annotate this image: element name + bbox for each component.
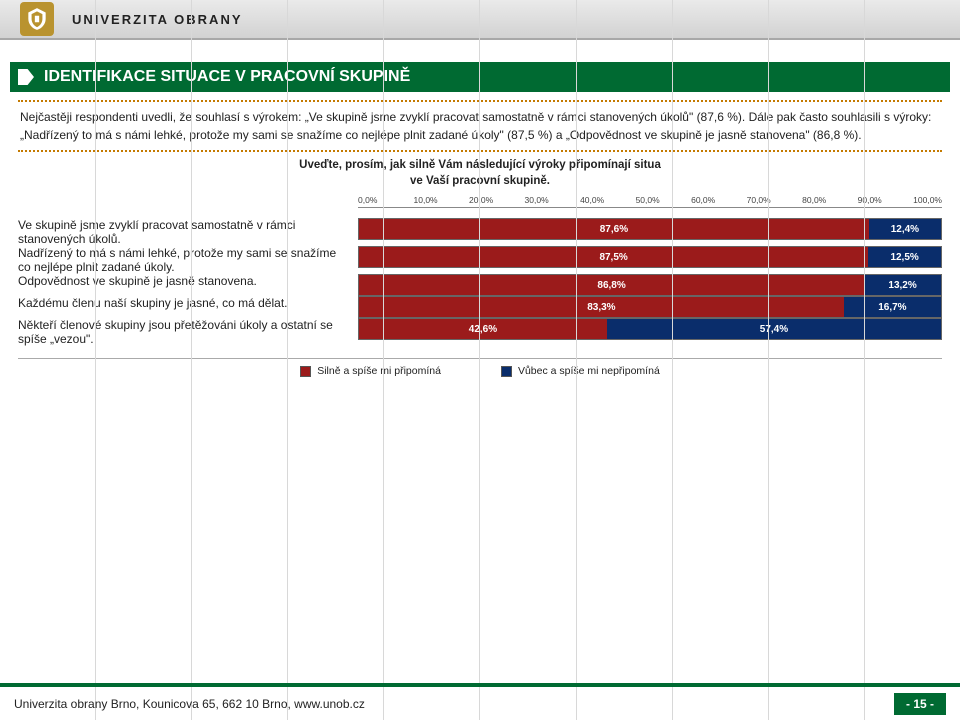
chart-title: Uveďte, prosím, jak silně Vám následujíc… bbox=[18, 158, 942, 189]
topbar: UNIVERZITA OBRANY bbox=[0, 0, 960, 40]
segment-disagree: 12,4% bbox=[869, 219, 941, 239]
x-axis-tick: 20,0% bbox=[469, 195, 525, 205]
x-axis-tick: 70,0% bbox=[747, 195, 803, 205]
segment-disagree: 13,2% bbox=[864, 275, 941, 295]
bar-label: Někteří členové skupiny jsou přetěžováni… bbox=[18, 318, 348, 346]
x-axis-tick: 50,0% bbox=[636, 195, 692, 205]
segment-agree: 83,3% bbox=[359, 297, 844, 317]
x-axis-tick: 40,0% bbox=[580, 195, 636, 205]
segment-disagree: 57,4% bbox=[607, 319, 941, 339]
bar-label: Nadřízený to má s námi lehké, protože my… bbox=[18, 246, 348, 274]
bar: 86,8%13,2% bbox=[358, 274, 942, 296]
x-axis-tick: 80,0% bbox=[802, 195, 858, 205]
x-axis-tick: 10,0% bbox=[414, 195, 470, 205]
brand-text: UNIVERZITA OBRANY bbox=[72, 12, 243, 27]
x-axis: 0,0%10,0%20,0%30,0%40,0%50,0%60,0%70,0%8… bbox=[358, 195, 942, 208]
bar: 42,6%57,4% bbox=[358, 318, 942, 340]
legend-label-b: Vůbec a spíše mi nepřipomíná bbox=[518, 365, 660, 377]
x-axis-tick: 90,0% bbox=[858, 195, 914, 205]
footer: Univerzita obrany Brno, Kounicova 65, 66… bbox=[0, 683, 960, 720]
bar-label: Ve skupině jsme zvyklí pracovat samostat… bbox=[18, 218, 348, 246]
segment-disagree: 12,5% bbox=[868, 247, 941, 267]
section-title: IDENTIFIKACE SITUACE V PRACOVNÍ SKUPINĚ bbox=[10, 62, 950, 92]
page-number: - 15 - bbox=[894, 693, 946, 715]
legend-item-b: Vůbec a spíše mi nepřipomíná bbox=[501, 365, 660, 377]
segment-agree: 42,6% bbox=[359, 319, 607, 339]
segment-disagree: 16,7% bbox=[844, 297, 941, 317]
x-axis-tick: 30,0% bbox=[525, 195, 581, 205]
x-axis-tick: 0,0% bbox=[358, 195, 414, 205]
segment-agree: 86,8% bbox=[359, 275, 864, 295]
intro-paragraph: Nejčastěji respondenti uvedli, že souhla… bbox=[18, 100, 942, 152]
legend-swatch-a bbox=[300, 366, 311, 377]
bar-label: Odpovědnost ve skupině je jasně stanoven… bbox=[18, 274, 348, 288]
bar: 87,5%12,5% bbox=[358, 246, 942, 268]
bar: 87,6%12,4% bbox=[358, 218, 942, 240]
legend-item-a: Silně a spíše mi připomíná bbox=[300, 365, 441, 377]
segment-agree: 87,5% bbox=[359, 247, 868, 267]
x-axis-tick: 60,0% bbox=[691, 195, 747, 205]
legend-swatch-b bbox=[501, 366, 512, 377]
university-logo bbox=[20, 2, 54, 36]
bar: 83,3%16,7% bbox=[358, 296, 942, 318]
footer-text: Univerzita obrany Brno, Kounicova 65, 66… bbox=[14, 697, 365, 711]
legend: Silně a spíše mi připomíná Vůbec a spíše… bbox=[18, 358, 942, 377]
segment-agree: 87,6% bbox=[359, 219, 869, 239]
chart: Uveďte, prosím, jak silně Vám následujíc… bbox=[18, 158, 942, 377]
legend-label-a: Silně a spíše mi připomíná bbox=[317, 365, 441, 377]
bar-label: Každému členu naší skupiny je jasné, co … bbox=[18, 296, 348, 310]
x-axis-tick: 100,0% bbox=[913, 195, 942, 205]
